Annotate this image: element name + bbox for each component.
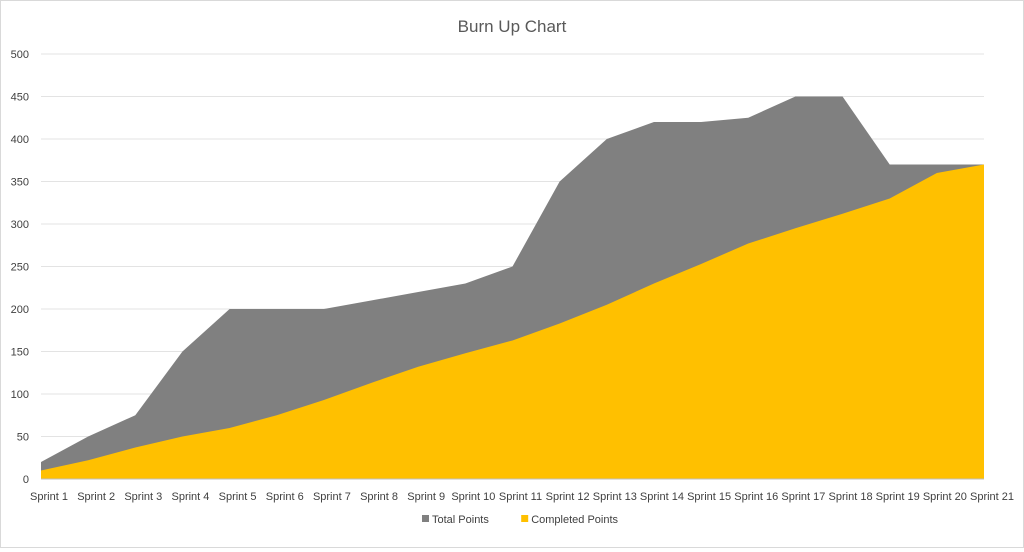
legend-swatch — [422, 515, 429, 522]
y-tick-label: 50 — [17, 432, 29, 444]
axes: 0 50 100 150 200 250 300 350 400 450 500 Sprint 1 Sp… — [11, 49, 1014, 503]
x-tick-label: Sprint 6 — [266, 491, 304, 503]
x-tick-label: Sprint 21 — [970, 491, 1014, 503]
x-tick-label: Sprint 1 — [30, 491, 68, 503]
x-tick-label: Sprint 15 — [687, 491, 731, 503]
chart-title: Burn Up Chart — [458, 17, 567, 36]
y-tick-label: 350 — [11, 177, 29, 189]
legend: Total Points Completed Points — [422, 514, 619, 526]
y-tick-label: 250 — [11, 262, 29, 274]
x-tick-label: Sprint 11 — [499, 491, 542, 503]
legend-label: Completed Points — [531, 514, 618, 526]
x-tick-label: Sprint 3 — [124, 491, 162, 503]
legend-swatch — [521, 515, 529, 522]
plot-area — [41, 96, 984, 479]
x-tick-label: Sprint 18 — [829, 491, 873, 503]
x-tick-label: Sprint 9 — [407, 491, 445, 503]
x-tick-label: Sprint 20 — [923, 491, 967, 503]
x-tick-label: Sprint 14 — [640, 491, 684, 503]
x-tick-label: Sprint 2 — [77, 491, 115, 503]
y-tick-label: 300 — [11, 219, 29, 231]
y-tick-label: 100 — [11, 389, 29, 401]
y-tick-label: 450 — [11, 92, 29, 104]
legend-item: Total Points — [422, 514, 489, 526]
x-tick-label: Sprint 10 — [451, 491, 495, 503]
x-tick-label: Sprint 5 — [219, 491, 257, 503]
y-tick-label: 150 — [11, 347, 29, 359]
x-tick-label: Sprint 12 — [546, 491, 590, 503]
x-tick-label: Sprint 19 — [876, 491, 920, 503]
x-tick-label: Sprint 8 — [360, 491, 398, 503]
legend-item: Completed Points — [521, 514, 619, 526]
y-tick-label: 0 — [23, 474, 29, 486]
x-tick-label: Sprint 4 — [171, 491, 209, 503]
area-completed-points — [41, 164, 984, 479]
y-tick-label: 200 — [11, 304, 29, 316]
x-tick-label: Sprint 13 — [593, 491, 637, 503]
x-tick-label: Sprint 16 — [734, 491, 778, 503]
y-tick-label: 400 — [11, 134, 29, 146]
legend-label: Total Points — [432, 514, 489, 526]
x-tick-label: Sprint 17 — [781, 491, 825, 503]
y-tick-label: 500 — [11, 49, 29, 61]
x-tick-label: Sprint 7 — [313, 491, 351, 503]
